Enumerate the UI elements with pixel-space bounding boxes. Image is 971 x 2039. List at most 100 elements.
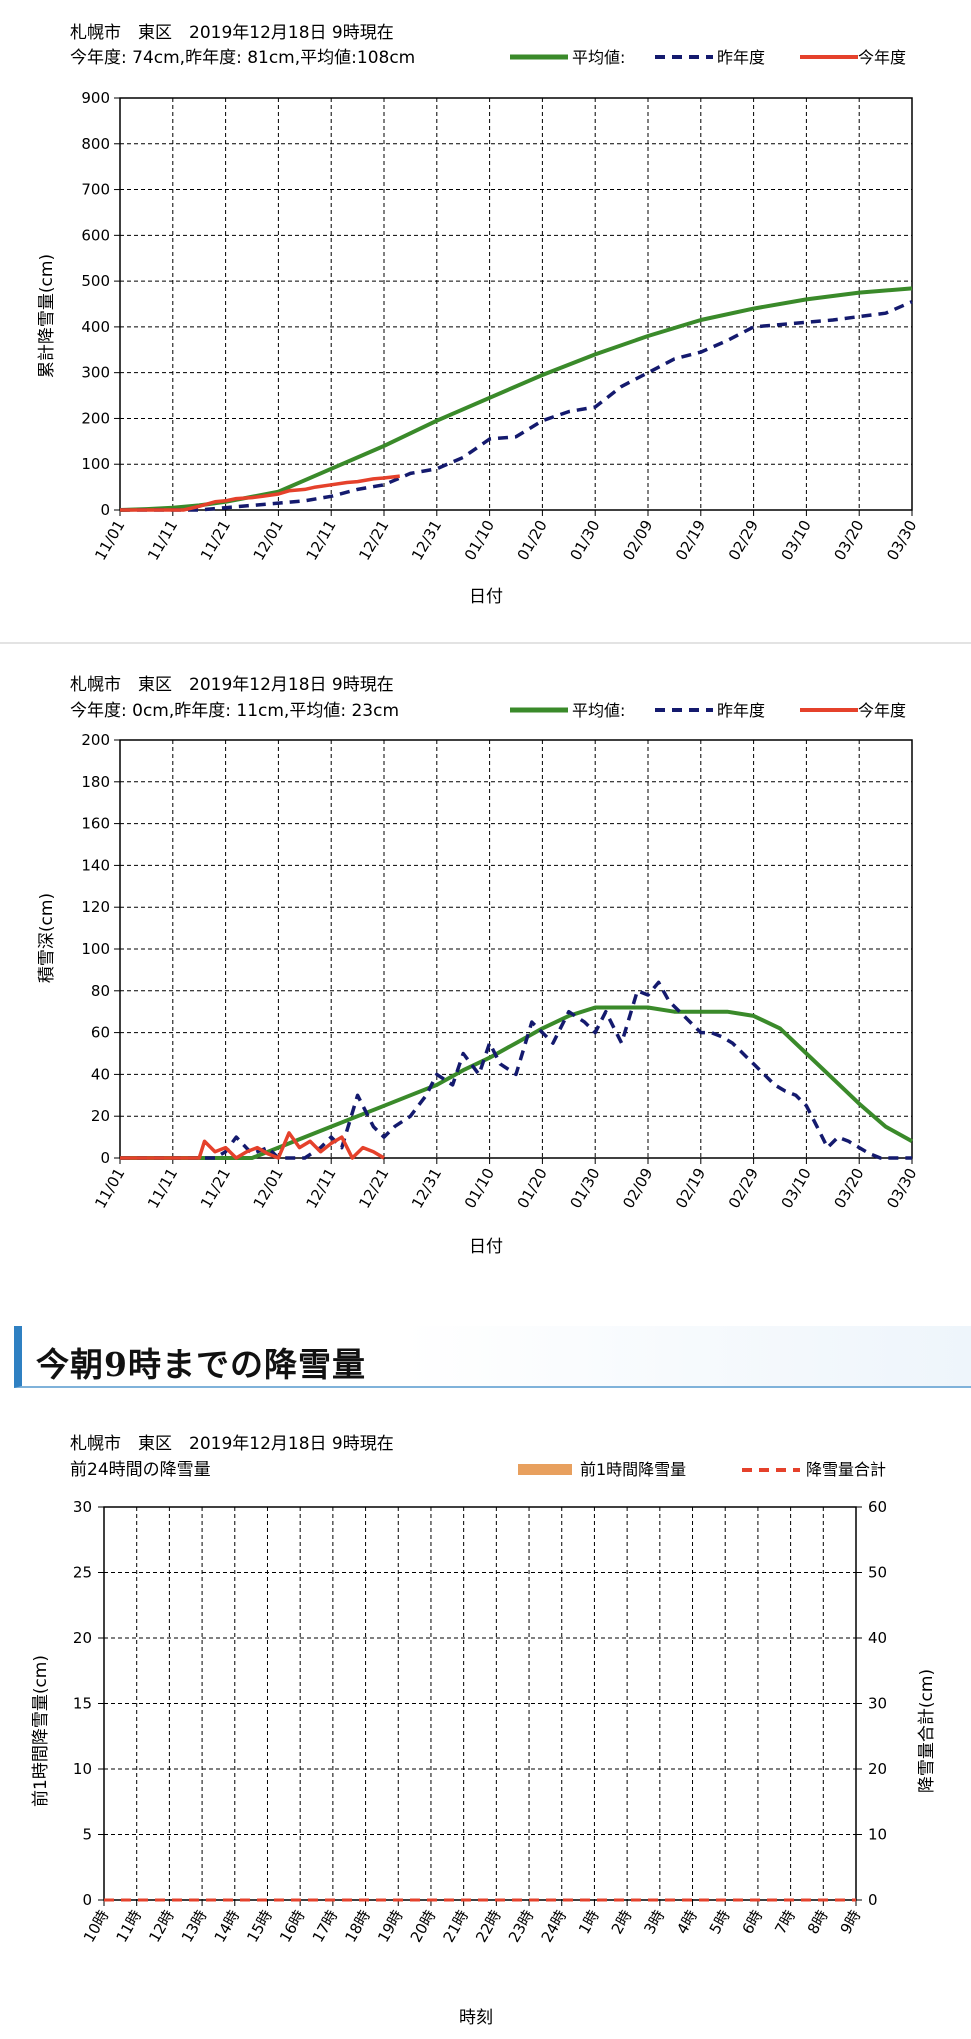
x-tick-label: 12/31 — [408, 1165, 445, 1211]
x-tick-label: 12/21 — [355, 1165, 392, 1211]
x-tick-label: 03/10 — [778, 517, 815, 563]
x-tick-label: 13時 — [178, 1907, 211, 1946]
x-tick-label: 19時 — [374, 1907, 407, 1946]
section-heading: 今朝9時までの降雪量 — [14, 1326, 971, 1388]
plot-area: 0 5 10 15 20 25 30 0 10 20 30 40 50 60 10時 11時 12時 13時 14時… — [73, 1498, 887, 1946]
y-tick-label: 180 — [81, 773, 110, 791]
x-tick-label: 3時 — [640, 1907, 668, 1937]
chart-subtitle: 今年度: 74cm,昨年度: 81cm,平均値:108cm — [70, 48, 415, 68]
y-tick-label: 0 — [100, 1149, 110, 1167]
x-tick-label: 02/19 — [672, 1165, 709, 1211]
legend: 平均値: 昨年度 今年度 — [510, 701, 906, 720]
x-tick-label: 4時 — [673, 1907, 701, 1937]
chart-subtitle: 前24時間の降雪量 — [70, 1460, 211, 1480]
chart-title: 札幌市 東区 2019年12月18日 9時現在 — [70, 675, 394, 695]
x-tick-label: 02/29 — [725, 517, 762, 563]
snow-depth-svg: 札幌市 東区 2019年12月18日 9時現在 今年度: 0cm,昨年度: 11… — [37, 675, 920, 1257]
x-tick-label: 12時 — [145, 1907, 178, 1946]
x-tick-label: 03/20 — [830, 1165, 867, 1211]
x-tick-label: 12/11 — [302, 1165, 339, 1211]
legend: 平均値: 昨年度 今年度 — [510, 48, 906, 67]
x-tick-label: 12/01 — [250, 1165, 287, 1211]
x-axis-label: 日付 — [469, 587, 503, 607]
y2-axis-label: 降雪量合計(cm) — [917, 1669, 937, 1793]
y-tick-label: 300 — [81, 364, 110, 382]
x-tick-label: 11/21 — [197, 1165, 234, 1211]
y-tick-label: 160 — [81, 815, 110, 833]
y-tick-label: 80 — [91, 982, 110, 1000]
legend-total-label: 降雪量合計 — [806, 1460, 886, 1479]
y-tick-label: 500 — [81, 272, 110, 290]
x-tick-label: 03/30 — [883, 1165, 920, 1211]
legend-curr-label: 今年度 — [858, 701, 906, 720]
x-tick-label: 02/09 — [619, 517, 656, 563]
chart-title: 札幌市 東区 2019年12月18日 9時現在 — [70, 1434, 394, 1454]
y-tick-label: 5 — [82, 1826, 92, 1844]
x-tick-label: 2時 — [608, 1907, 636, 1937]
x-tick-label: 1時 — [575, 1907, 603, 1937]
x-tick-label: 02/29 — [725, 1165, 762, 1211]
series-previous-year-line — [120, 300, 913, 512]
x-axis-label: 時刻 — [459, 2008, 493, 2028]
x-tick-label: 01/30 — [566, 517, 603, 563]
y-tick-label: 100 — [81, 940, 110, 958]
section-heading-text: 今朝9時までの降雪量 — [36, 1345, 366, 1384]
y-tick-label: 200 — [81, 409, 110, 427]
x-tick-label: 5時 — [706, 1907, 734, 1937]
x-tick-label: 15時 — [243, 1907, 276, 1946]
x-tick-label: 14時 — [211, 1907, 244, 1946]
y-tick-label: 700 — [81, 181, 110, 199]
x-tick-label: 23時 — [505, 1907, 538, 1946]
x-tick-label: 17時 — [309, 1907, 342, 1946]
chart-title: 札幌市 東区 2019年12月18日 9時現在 — [70, 23, 394, 43]
x-tick-label: 9時 — [837, 1907, 865, 1937]
x-tick-label: 12/01 — [250, 517, 287, 563]
y-tick-label: 100 — [81, 455, 110, 473]
x-tick-label: 03/10 — [778, 1165, 815, 1211]
x-axis-label: 日付 — [469, 1237, 503, 1257]
legend-hourly-label: 前1時間降雪量 — [580, 1460, 686, 1479]
hourly-snowfall-chart: 札幌市 東区 2019年12月18日 9時現在 前24時間の降雪量 前1時間降雪… — [0, 1415, 971, 2039]
series-current-year-line — [120, 474, 401, 512]
y-tick-label: 20 — [91, 1107, 110, 1125]
section-divider — [0, 642, 971, 644]
x-tick-label: 11/01 — [91, 517, 128, 563]
y-tick-label: 600 — [81, 226, 110, 244]
cumulative-snowfall-svg: 札幌市 東区 2019年12月18日 9時現在 今年度: 74cm,昨年度: 8… — [37, 23, 920, 607]
y2-tick-label: 50 — [868, 1564, 887, 1582]
x-tick-label: 18時 — [341, 1907, 374, 1946]
y2-tick-label: 60 — [868, 1498, 887, 1516]
series-current-year-line — [120, 1131, 385, 1160]
x-tick-label: 6時 — [739, 1907, 767, 1937]
y-tick-label: 0 — [100, 501, 110, 519]
x-tick-label: 20時 — [407, 1907, 440, 1946]
x-tick-label: 24時 — [538, 1907, 571, 1946]
x-tick-label: 11/11 — [144, 517, 181, 563]
y-tick-label: 40 — [91, 1065, 110, 1083]
snow-depth-chart: 札幌市 東区 2019年12月18日 9時現在 今年度: 0cm,昨年度: 11… — [0, 650, 971, 1300]
y-axis-label: 前1時間降雪量(cm) — [31, 1655, 51, 1807]
y2-tick-label: 30 — [868, 1695, 887, 1713]
y-tick-label: 25 — [73, 1564, 92, 1582]
y-tick-label: 15 — [73, 1695, 92, 1713]
y-axis-label: 累計降雪量(cm) — [37, 254, 57, 378]
x-tick-label: 12/21 — [355, 517, 392, 563]
x-tick-label: 11時 — [113, 1907, 146, 1946]
y-tick-label: 800 — [81, 135, 110, 153]
y-tick-label: 20 — [73, 1629, 92, 1647]
plot-area: 0 20 40 60 80 100 120 140 160 180 200 11/01 11/11 11/… — [81, 731, 920, 1211]
x-tick-label: 01/10 — [461, 1165, 498, 1211]
legend-prev-label: 昨年度 — [717, 701, 765, 720]
y-tick-label: 400 — [81, 318, 110, 336]
legend-prev-label: 昨年度 — [717, 48, 765, 67]
y-tick-label: 0 — [82, 1891, 92, 1909]
x-tick-label: 7時 — [771, 1907, 799, 1937]
legend-curr-label: 今年度 — [858, 48, 906, 67]
series-previous-year-line — [120, 980, 912, 1160]
x-tick-label: 01/20 — [514, 1165, 551, 1211]
chart-subtitle: 今年度: 0cm,昨年度: 11cm,平均値: 23cm — [70, 701, 399, 721]
x-tick-label: 01/20 — [514, 517, 551, 563]
x-tick-label: 12/11 — [302, 517, 339, 563]
x-tick-label: 02/09 — [619, 1165, 656, 1211]
x-tick-label: 8時 — [804, 1907, 832, 1937]
